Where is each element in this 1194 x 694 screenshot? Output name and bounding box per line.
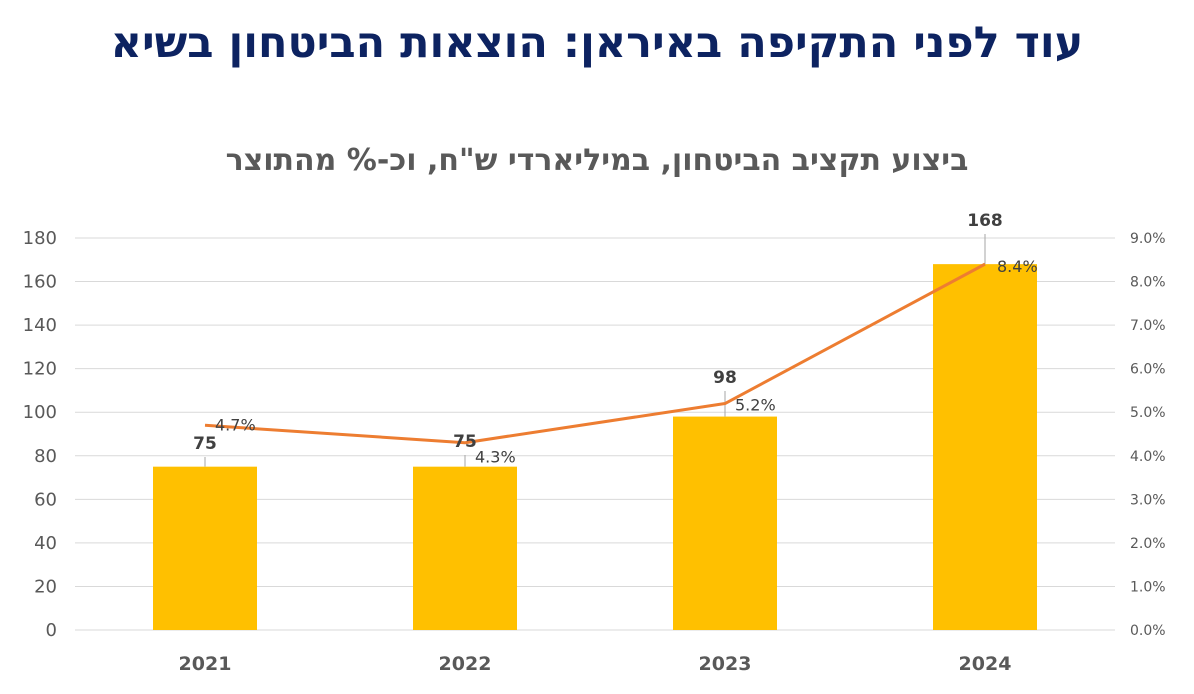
line-series bbox=[204, 262, 986, 445]
x-category-label: 2022 bbox=[439, 653, 492, 675]
line-value-label: 5.2% bbox=[735, 396, 776, 415]
chart-title: ביצוע תקציב הביטחון, במיליארדי ש"ח, וכ-%… bbox=[225, 143, 969, 178]
bar-value-label: 168 bbox=[967, 211, 1003, 231]
y-left-tick-label: 120 bbox=[23, 359, 57, 380]
bar-data-labels: 75 75 98 168 bbox=[193, 211, 1003, 454]
line-value-label: 4.3% bbox=[475, 448, 516, 467]
y-left-tick-label: 0 bbox=[46, 620, 57, 641]
y-right-tick-label: 0.0% bbox=[1130, 623, 1166, 639]
y-right-tick-label: 5.0% bbox=[1130, 405, 1166, 421]
bar bbox=[673, 416, 777, 630]
y-left-tick-label: 20 bbox=[34, 576, 57, 597]
y-axis-left: 0 20 40 60 80 100 120 140 160 180 bbox=[23, 228, 57, 641]
x-category-label: 2024 bbox=[959, 653, 1012, 675]
y-left-tick-label: 180 bbox=[23, 228, 57, 249]
y-left-tick-label: 140 bbox=[23, 315, 57, 336]
x-axis: 2021 2022 2023 2024 bbox=[179, 653, 1012, 675]
bar-value-label: 98 bbox=[713, 368, 737, 388]
x-category-label: 2023 bbox=[699, 653, 752, 675]
y-axis-right: 0.0% 1.0% 2.0% 3.0% 4.0% 5.0% 6.0% 7.0% 8.0% 9.0% bbox=[1130, 231, 1166, 639]
line-value-label: 4.7% bbox=[215, 415, 256, 434]
y-right-tick-label: 7.0% bbox=[1130, 318, 1166, 334]
bar-value-label: 75 bbox=[193, 434, 217, 454]
y-right-tick-label: 2.0% bbox=[1130, 536, 1166, 552]
line-path bbox=[204, 262, 986, 445]
page-title: עוד לפני התקיפה באיראן: הוצאות הביטחון ב… bbox=[110, 18, 1084, 68]
bar-series bbox=[153, 264, 1037, 630]
line-value-label: 8.4% bbox=[997, 257, 1038, 276]
y-left-tick-label: 40 bbox=[34, 533, 57, 554]
y-right-tick-label: 3.0% bbox=[1130, 492, 1166, 508]
y-left-tick-label: 160 bbox=[23, 272, 57, 293]
y-right-tick-label: 6.0% bbox=[1130, 362, 1166, 378]
bar bbox=[153, 466, 257, 630]
x-category-label: 2021 bbox=[179, 653, 232, 675]
y-right-tick-label: 9.0% bbox=[1130, 231, 1166, 247]
y-right-tick-label: 8.0% bbox=[1130, 275, 1166, 291]
y-left-tick-label: 60 bbox=[34, 489, 57, 510]
line-data-labels: 4.7% 4.3% 5.2% 8.4% bbox=[215, 257, 1038, 467]
y-left-tick-label: 80 bbox=[34, 446, 57, 467]
leader-lines bbox=[204, 234, 986, 467]
bar-value-label: 75 bbox=[453, 432, 477, 452]
bar bbox=[933, 264, 1037, 630]
y-right-tick-label: 4.0% bbox=[1130, 449, 1166, 465]
bar bbox=[413, 466, 517, 630]
y-right-tick-label: 1.0% bbox=[1130, 579, 1166, 595]
y-left-tick-label: 100 bbox=[23, 402, 57, 423]
